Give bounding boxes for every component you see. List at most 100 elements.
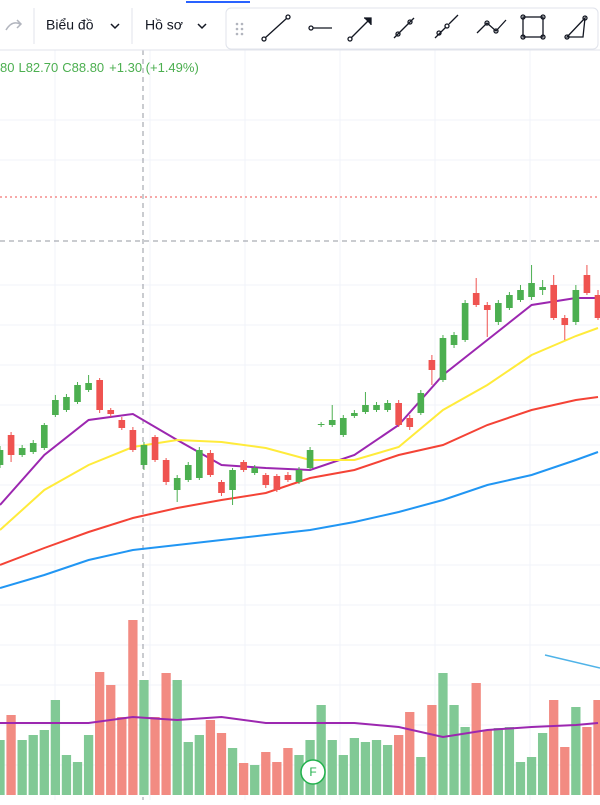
candle-body bbox=[7, 435, 15, 455]
candle-body bbox=[18, 448, 26, 455]
volume-bar bbox=[471, 683, 481, 795]
volume-bar bbox=[593, 700, 600, 795]
volume-bar bbox=[183, 742, 193, 795]
volume-bar bbox=[526, 757, 537, 795]
candle-body bbox=[0, 450, 4, 465]
volume-bar bbox=[117, 717, 127, 795]
plot bbox=[0, 265, 600, 795]
volume-bar bbox=[504, 727, 515, 795]
trend-line-tool[interactable] bbox=[261, 14, 291, 42]
candle-body bbox=[384, 403, 391, 410]
moving-average-line bbox=[0, 327, 599, 531]
candle-body bbox=[284, 475, 292, 480]
chart-menu[interactable]: Biểu đồ bbox=[46, 17, 120, 33]
volume-bar bbox=[283, 748, 293, 795]
volume-bar bbox=[216, 733, 227, 795]
volume-bar bbox=[394, 735, 404, 795]
candle-body bbox=[495, 303, 502, 322]
path-tool[interactable] bbox=[476, 19, 507, 34]
candle-body bbox=[118, 420, 126, 428]
candle-body bbox=[406, 418, 414, 427]
marker-circle bbox=[300, 759, 326, 785]
horizontal-ray-tool[interactable] bbox=[308, 25, 332, 31]
candle-body bbox=[251, 468, 259, 473]
volume-bar bbox=[17, 740, 27, 795]
volume-bar bbox=[128, 620, 138, 795]
profile-menu[interactable]: Hồ sơ bbox=[145, 17, 207, 33]
candle-body bbox=[461, 303, 469, 340]
volume-bar bbox=[371, 740, 382, 795]
candle-body bbox=[428, 360, 436, 370]
candle-body bbox=[40, 425, 48, 448]
volume-bar bbox=[537, 733, 548, 795]
volume-bar bbox=[449, 705, 459, 795]
volume-bar bbox=[460, 727, 470, 795]
rectangle-tool[interactable] bbox=[520, 14, 546, 40]
volume-bar bbox=[28, 735, 38, 795]
volume-bar bbox=[272, 762, 282, 795]
volume-bar bbox=[482, 730, 492, 795]
candle-body bbox=[339, 418, 347, 435]
grid bbox=[0, 50, 600, 800]
candle-body bbox=[594, 295, 600, 318]
volume-bar bbox=[549, 700, 559, 795]
drawn-line bbox=[544, 654, 600, 669]
polygon-tool[interactable] bbox=[564, 15, 588, 40]
extended-line-tool[interactable] bbox=[393, 17, 415, 39]
volume-bar bbox=[205, 720, 216, 795]
volume-bar bbox=[95, 672, 105, 795]
volume-bar bbox=[106, 685, 116, 795]
volume-bar bbox=[250, 765, 260, 795]
marker-label: F bbox=[309, 765, 316, 779]
candle-body bbox=[472, 293, 480, 305]
candle-body bbox=[29, 443, 37, 452]
event-marker[interactable]: F bbox=[300, 759, 326, 785]
candle-body bbox=[85, 383, 92, 390]
volume-bar bbox=[0, 740, 5, 795]
volume-bar bbox=[150, 717, 160, 795]
volume-bar bbox=[194, 735, 204, 795]
volume-bar bbox=[83, 735, 94, 795]
candle-body bbox=[218, 482, 225, 493]
candle-body bbox=[395, 403, 402, 425]
candle-body bbox=[140, 445, 148, 465]
candle-body bbox=[151, 437, 159, 460]
candle-body bbox=[262, 475, 270, 485]
volume-bar bbox=[382, 745, 393, 795]
volume-bar bbox=[571, 707, 581, 795]
volume-bar bbox=[427, 705, 437, 795]
candle-body bbox=[74, 385, 81, 402]
candle-body bbox=[240, 462, 247, 470]
volume-bar bbox=[438, 673, 448, 795]
volume-bar bbox=[560, 747, 570, 795]
legend-close: C88.80 bbox=[62, 60, 104, 75]
volume-bar bbox=[338, 755, 348, 795]
volume-bar bbox=[6, 715, 16, 795]
legend-high: 80 bbox=[0, 60, 14, 75]
volume-bar bbox=[515, 762, 526, 795]
candle-body bbox=[506, 295, 513, 308]
volume-bar bbox=[349, 738, 360, 795]
arrow-tool[interactable] bbox=[347, 17, 372, 42]
candle-body bbox=[528, 283, 535, 297]
redo-button[interactable] bbox=[5, 19, 23, 31]
ohlc-legend: 80 L82.70 C88.80 +1.30 (+1.49%) bbox=[0, 60, 199, 75]
candle-body bbox=[561, 318, 569, 325]
candle-body bbox=[196, 450, 203, 478]
volume-bar bbox=[161, 673, 171, 795]
candle-body bbox=[107, 410, 115, 414]
volume-bar bbox=[582, 727, 592, 795]
profile-menu-label: Hồ sơ bbox=[145, 17, 183, 33]
candle-body bbox=[129, 430, 137, 450]
candle-body bbox=[572, 290, 580, 322]
candle-body bbox=[550, 285, 558, 318]
parallel-channel-tool[interactable] bbox=[434, 14, 459, 39]
candle-body bbox=[439, 338, 447, 380]
volume-bar bbox=[316, 705, 326, 795]
candle-body bbox=[184, 465, 192, 480]
volume-bar bbox=[261, 752, 271, 795]
volume-bar bbox=[139, 680, 149, 795]
candle-body bbox=[351, 413, 358, 416]
volume-bar bbox=[493, 728, 503, 795]
